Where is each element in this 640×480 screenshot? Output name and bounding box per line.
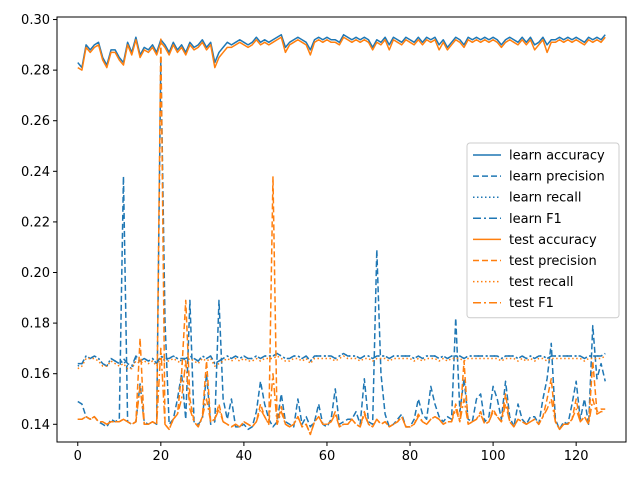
legend-label: learn accuracy [509,149,605,164]
legend-label: learn recall [509,191,581,206]
legend-label: test F1 [509,296,554,311]
legend-label: test accuracy [509,233,597,248]
series-line-test-recall [77,355,606,370]
y-tick-label: 0.24 [21,165,50,180]
y-axis: 0.14 0.16 0.18 0.20 0.22 0.24 0.26 0.28 0.30 [21,13,57,433]
y-tick-label: 0.16 [21,367,50,382]
y-tick-label: 0.30 [21,13,50,28]
legend-label: learn precision [509,170,605,185]
series-line-test-precision [77,36,606,436]
x-axis: 0 20 40 60 80 100 120 [74,442,589,464]
x-tick-label: 20 [153,449,170,464]
series-line-learn-F1 [77,352,606,367]
y-tick-label: 0.14 [21,418,50,433]
legend-label: learn F1 [509,212,562,227]
y-tick-label: 0.20 [21,266,50,281]
x-tick-label: 40 [236,449,253,464]
series-line-test-F1 [77,347,606,436]
y-tick-label: 0.22 [21,215,50,230]
series-line-learn-accuracy [77,33,606,69]
x-tick-label: 0 [74,449,82,464]
legend-label: test recall [509,275,574,290]
legend: learn accuracy learn precision learn recal… [466,142,620,319]
x-tick-label: 80 [402,449,419,464]
plot-frame [56,16,627,443]
legend-label: test precision [509,254,597,269]
y-tick-label: 0.26 [21,114,50,129]
series-line-test-accuracy [77,36,606,71]
x-tick-label: 100 [481,449,506,464]
y-tick-label: 0.18 [21,317,50,332]
y-tick-label: 0.28 [21,64,50,79]
series-layer [77,33,606,436]
series-line-learn-precision [77,56,606,431]
x-tick-label: 60 [319,449,336,464]
x-tick-label: 120 [564,449,589,464]
legend-box [466,142,620,319]
